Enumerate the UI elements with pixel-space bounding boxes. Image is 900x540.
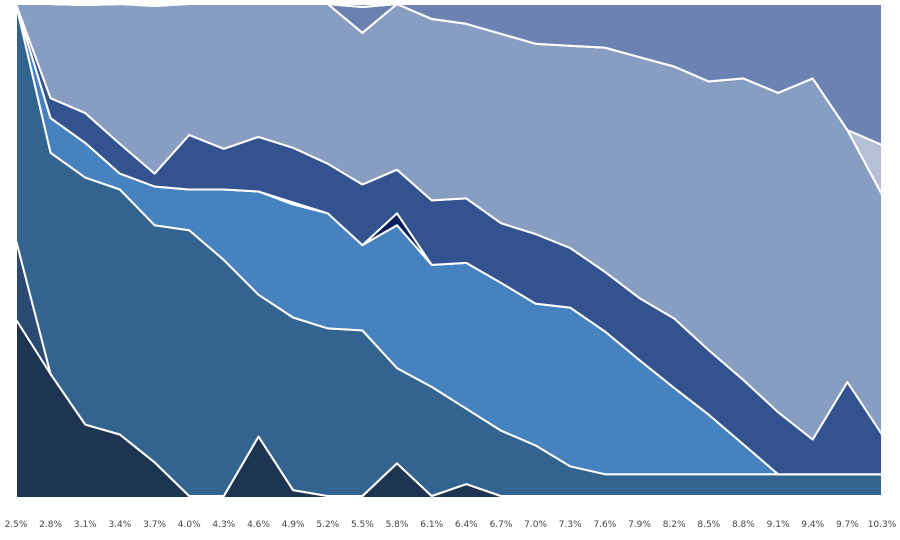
x-tick-label: 4.9%	[282, 520, 305, 530]
x-tick-label: 10.3%	[868, 520, 897, 530]
x-tick-label: 9.7%	[836, 520, 859, 530]
x-tick-label: 7.0%	[524, 520, 547, 530]
x-tick-label: 4.0%	[178, 520, 201, 530]
x-tick-label: 5.5%	[351, 520, 374, 530]
x-tick-label: 6.7%	[490, 520, 513, 530]
x-tick-label: 8.5%	[697, 520, 720, 530]
area-series-12	[15, 3, 883, 146]
x-axis: 2.5% 2.8% 3.1% 3.4% 3.7% 4.0% 4.3% 4.6% 4.9% 5.2%…	[5, 520, 897, 530]
x-tick-label: 7.6%	[593, 520, 616, 530]
area-layers	[15, 3, 883, 501]
x-tick-label: 5.8%	[386, 520, 409, 530]
x-tick-label: 9.1%	[767, 520, 790, 530]
x-tick-label: 8.8%	[732, 520, 755, 530]
x-tick-label: 9.4%	[801, 520, 824, 530]
x-tick-label: 4.3%	[212, 520, 235, 530]
x-tick-label: 4.6%	[247, 520, 270, 530]
x-tick-label: 5.2%	[316, 520, 339, 530]
x-tick-label: 7.3%	[559, 520, 582, 530]
x-tick-label: 6.1%	[420, 520, 443, 530]
x-tick-label: 2.5%	[5, 520, 28, 530]
x-tick-label: 3.1%	[74, 520, 97, 530]
x-tick-label: 3.4%	[108, 520, 131, 530]
x-tick-label: 3.7%	[143, 520, 166, 530]
x-tick-label: 2.8%	[39, 520, 62, 530]
x-tick-label: 6.4%	[455, 520, 478, 530]
x-tick-label: 7.9%	[628, 520, 651, 530]
x-tick-label: 8.2%	[663, 520, 686, 530]
